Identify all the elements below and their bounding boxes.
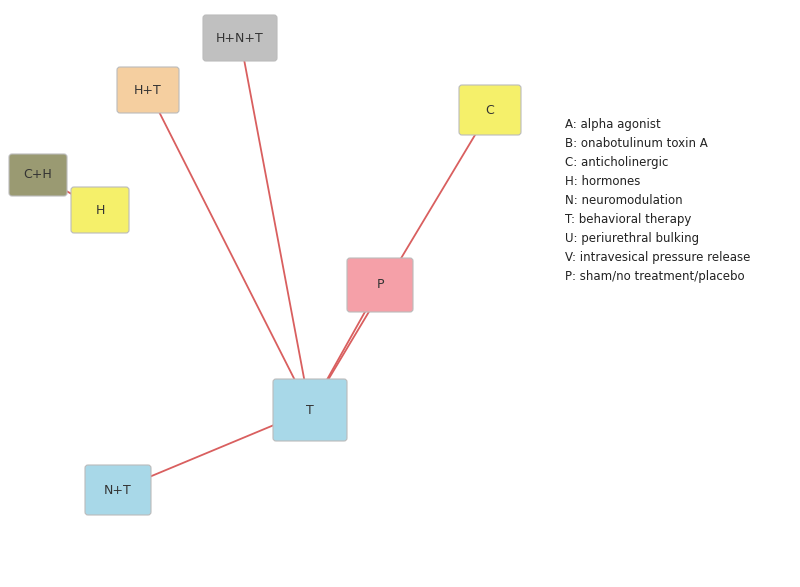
FancyBboxPatch shape (117, 67, 179, 113)
FancyBboxPatch shape (459, 85, 521, 135)
Text: H: hormones: H: hormones (565, 175, 640, 188)
FancyBboxPatch shape (71, 187, 129, 233)
Text: P: sham/no treatment/placebo: P: sham/no treatment/placebo (565, 270, 745, 283)
FancyBboxPatch shape (203, 15, 277, 61)
Text: C+H: C+H (24, 168, 52, 181)
Text: B: onabotulinum toxin A: B: onabotulinum toxin A (565, 137, 708, 150)
Text: V: intravesical pressure release: V: intravesical pressure release (565, 251, 750, 264)
Text: T: T (306, 403, 314, 417)
Text: U: periurethral bulking: U: periurethral bulking (565, 232, 699, 245)
Text: P: P (376, 278, 384, 292)
Text: H+N+T: H+N+T (216, 32, 264, 45)
Text: C: anticholinergic: C: anticholinergic (565, 156, 668, 169)
FancyBboxPatch shape (347, 258, 413, 312)
Text: T: behavioral therapy: T: behavioral therapy (565, 213, 691, 226)
FancyBboxPatch shape (273, 379, 347, 441)
Text: H: H (95, 204, 105, 217)
Text: C: C (486, 103, 494, 116)
Text: H+T: H+T (134, 83, 162, 96)
Text: N: neuromodulation: N: neuromodulation (565, 194, 682, 207)
FancyBboxPatch shape (9, 154, 67, 196)
FancyBboxPatch shape (85, 465, 151, 515)
Text: A: alpha agonist: A: alpha agonist (565, 118, 661, 131)
Text: N+T: N+T (104, 484, 132, 497)
